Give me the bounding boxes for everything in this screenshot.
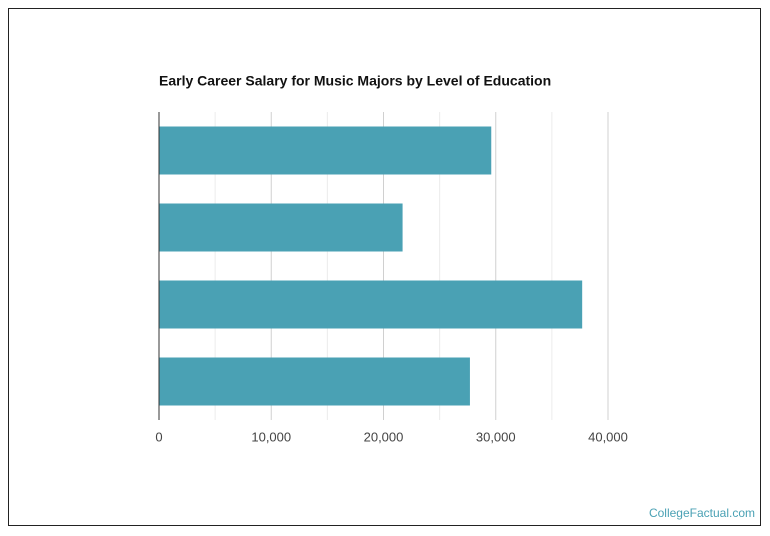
- bar: [159, 280, 583, 329]
- bar: [159, 126, 492, 175]
- x-tick-label: 10,000: [251, 429, 291, 444]
- footer-link[interactable]: CollegeFactual.com: [649, 506, 755, 520]
- x-tick-label: 20,000: [364, 429, 404, 444]
- x-tick-label: 30,000: [476, 429, 516, 444]
- x-tick-label: 40,000: [588, 429, 628, 444]
- frame: [8, 8, 761, 526]
- bar: [159, 357, 470, 406]
- chart-title: Early Career Salary for Music Majors by …: [159, 73, 551, 89]
- bar: [159, 203, 403, 252]
- x-tick-label: 0: [155, 429, 162, 444]
